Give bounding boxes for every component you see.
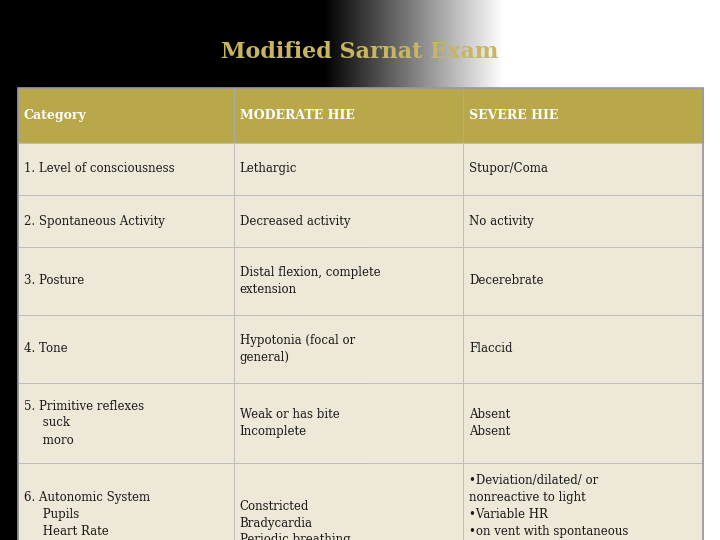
Text: 5. Primitive reflexes
     suck
     moro: 5. Primitive reflexes suck moro [24,400,144,447]
Text: Distal flexion, complete
extension: Distal flexion, complete extension [240,266,380,296]
Text: Modified Sarnat Exam: Modified Sarnat Exam [221,41,499,63]
Text: Flaccid: Flaccid [469,342,513,355]
Text: 6. Autonomic System
     Pupils
     Heart Rate
     Respiration: 6. Autonomic System Pupils Heart Rate Re… [24,491,150,540]
Text: Category: Category [24,109,86,122]
Text: 2. Spontaneous Activity: 2. Spontaneous Activity [24,214,165,227]
Text: 4. Tone: 4. Tone [24,342,68,355]
Text: Constricted
Bradycardia
Periodic breathing: Constricted Bradycardia Periodic breathi… [240,500,351,540]
Text: MODERATE HIE: MODERATE HIE [240,109,355,122]
Text: Absent
Absent: Absent Absent [469,408,510,438]
Text: 1. Level of consciousness: 1. Level of consciousness [24,163,175,176]
Text: 3. Posture: 3. Posture [24,274,84,287]
Text: Weak or has bite
Incomplete: Weak or has bite Incomplete [240,408,340,438]
Text: No activity: No activity [469,214,534,227]
Text: Decreased activity: Decreased activity [240,214,350,227]
Text: Lethargic: Lethargic [240,163,297,176]
Text: Stupor/Coma: Stupor/Coma [469,163,548,176]
Text: •Deviation/dilated/ or
nonreactive to light
•Variable HR
•on vent with spontaneo: •Deviation/dilated/ or nonreactive to li… [469,474,629,540]
Text: Hypotonia (focal or
general): Hypotonia (focal or general) [240,334,355,364]
Text: SEVERE HIE: SEVERE HIE [469,109,559,122]
Text: Decerebrate: Decerebrate [469,274,544,287]
